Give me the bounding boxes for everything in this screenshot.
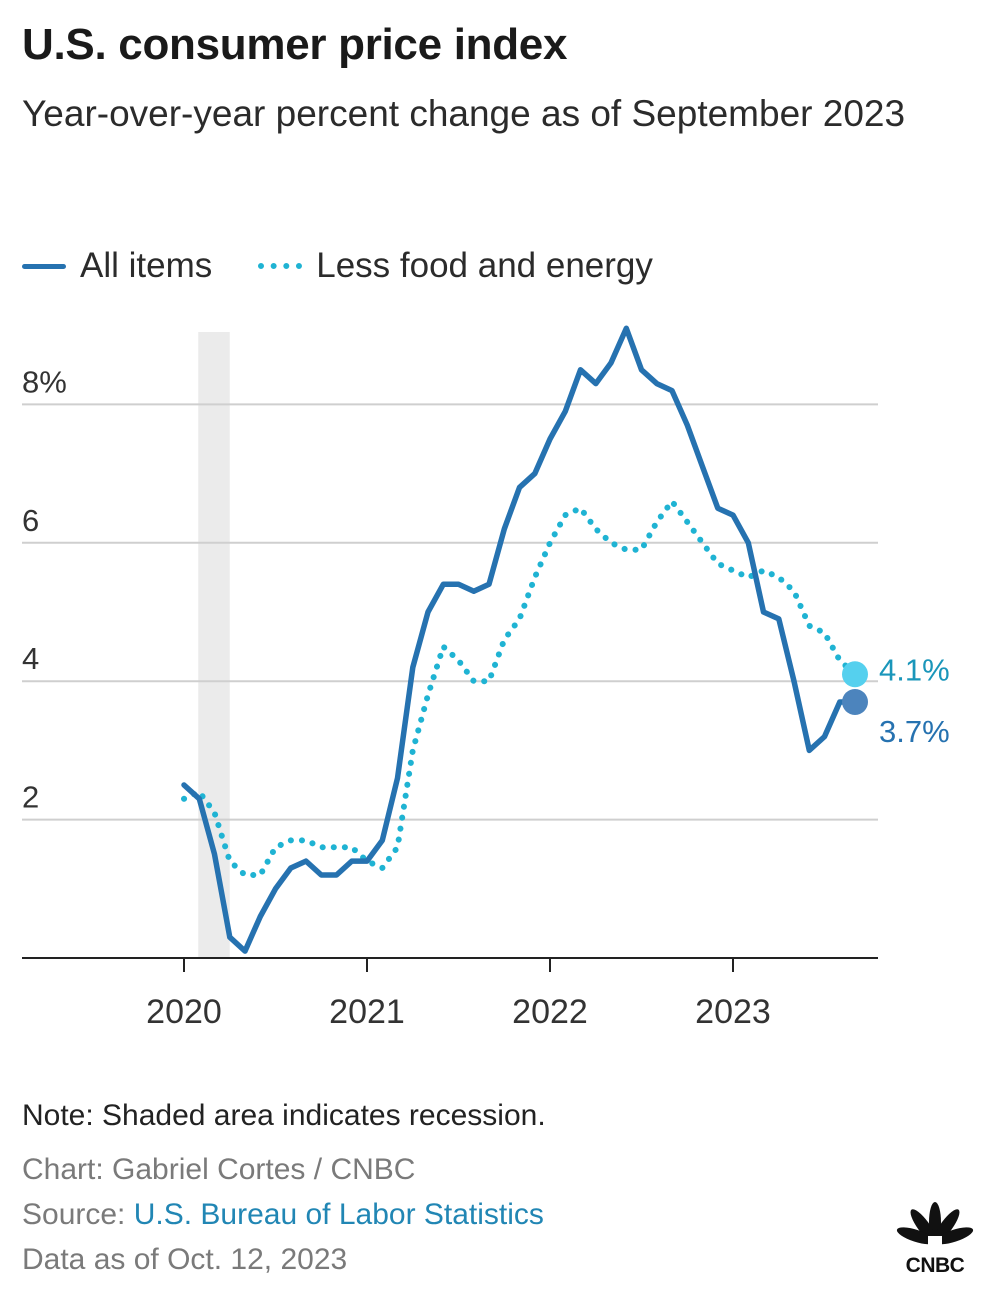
end-label-less-food-energy: 4.1% — [879, 652, 950, 687]
chart-legend: All items Less food and energy — [22, 244, 653, 288]
series-line-less-food-energy — [181, 498, 858, 878]
legend-item-all-items: All items — [22, 246, 212, 286]
source-prefix: Source: — [22, 1198, 134, 1231]
source-link[interactable]: U.S. Bureau of Labor Statistics — [133, 1198, 544, 1231]
source-line: Source: U.S. Bureau of Labor Statistics — [22, 1195, 544, 1235]
end-marker-all-items — [842, 688, 868, 715]
y-tick-label: 8% — [22, 364, 67, 399]
series-line-all-items — [181, 325, 858, 954]
data-as-of: Data as of Oct. 12, 2023 — [22, 1243, 348, 1276]
chart-title: U.S. consumer price index — [22, 20, 568, 69]
cnbc-peacock-logo: CNBC — [896, 1202, 974, 1277]
end-marker-less-food-energy — [842, 661, 868, 688]
x-tick-label: 2023 — [695, 993, 771, 1031]
legend-item-less-food-energy: Less food and energy — [258, 246, 653, 286]
x-tick-label: 2020 — [146, 993, 222, 1031]
x-tick-label: 2022 — [512, 993, 588, 1031]
legend-label-all-items: All items — [80, 246, 213, 285]
legend-label-less-food-energy: Less food and energy — [316, 246, 653, 285]
cpi-line-chart: 2 4 6 8% 2020 2021 2022 2023 3.7% 4.1% — [22, 325, 950, 1031]
chart-credit: Chart: Gabriel Cortes / CNBC — [22, 1153, 416, 1186]
end-label-all-items: 3.7% — [879, 714, 950, 749]
chart-subtitle: Year-over-year percent change as of Sept… — [22, 93, 906, 134]
y-tick-label: 2 — [22, 780, 39, 815]
footnote: Note: Shaded area indicates recession. — [22, 1099, 546, 1132]
y-tick-label: 6 — [22, 503, 39, 538]
cnbc-logo-text: CNBC — [906, 1254, 965, 1277]
legend-solid-line-swatch — [22, 263, 66, 269]
legend-dotted-line-swatch — [258, 263, 303, 269]
x-tick-label: 2021 — [329, 993, 405, 1031]
y-tick-label: 4 — [22, 641, 39, 676]
